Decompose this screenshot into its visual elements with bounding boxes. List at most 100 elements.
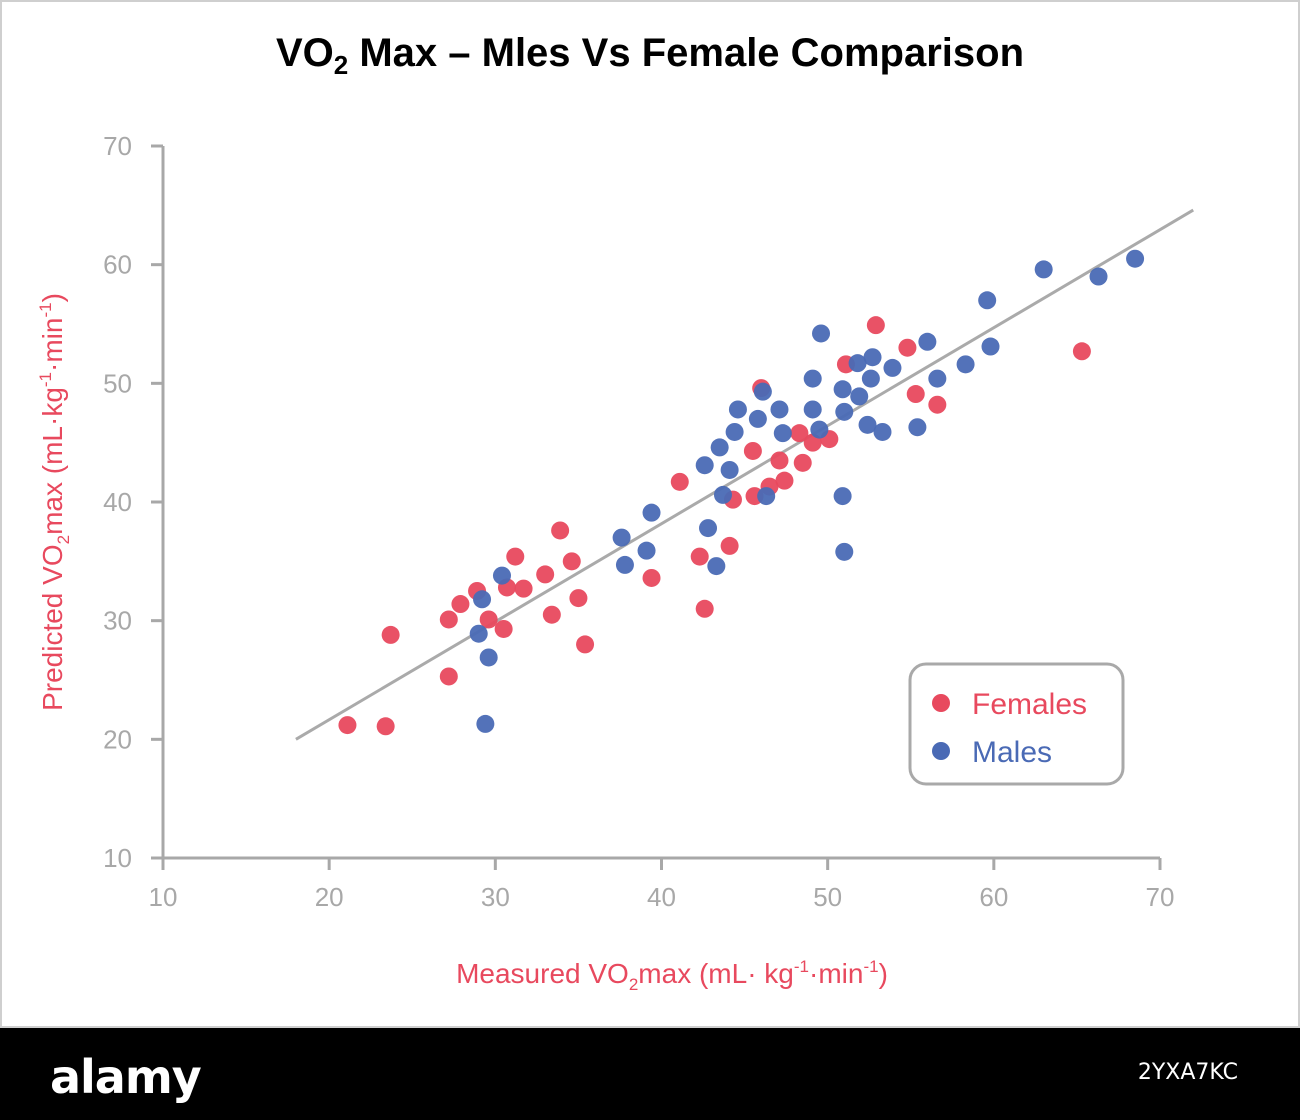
males-point bbox=[479, 648, 498, 667]
males-point bbox=[883, 358, 902, 377]
females-point bbox=[576, 635, 595, 654]
males-point bbox=[928, 369, 947, 388]
x-tick-label: 50 bbox=[813, 882, 842, 912]
males-point bbox=[835, 542, 854, 561]
x-tick-label: 70 bbox=[1146, 882, 1175, 912]
y-axis-label-part: -1 bbox=[36, 372, 55, 387]
y-axis-label-part: max (mL·kg bbox=[37, 387, 68, 535]
females-point bbox=[793, 453, 812, 472]
males-point bbox=[699, 519, 718, 538]
females-point bbox=[536, 565, 555, 584]
males-point bbox=[637, 541, 656, 560]
alamy-logo: alamy bbox=[50, 1050, 202, 1104]
males-point bbox=[803, 369, 822, 388]
females-point bbox=[906, 385, 925, 404]
x-axis-label-part: ) bbox=[879, 958, 888, 989]
males-point bbox=[812, 324, 831, 343]
females-point bbox=[338, 716, 357, 735]
males-point bbox=[707, 557, 726, 576]
females-point bbox=[790, 424, 809, 443]
males-point bbox=[978, 291, 997, 310]
x-axis-label: Measured VO2max (mL· kg-1·min-1) bbox=[456, 957, 888, 994]
males-point bbox=[710, 438, 729, 457]
males-point bbox=[728, 400, 747, 419]
chart-frame: VO2 Max – Mles Vs Female Comparison 10 20… bbox=[0, 0, 1300, 1028]
males-point bbox=[858, 415, 877, 434]
legend-males-label: Males bbox=[972, 736, 1052, 769]
y-tick-label: 30 bbox=[103, 606, 132, 636]
scatter-chart: VO2 Max – Mles Vs Female Comparison 1020… bbox=[0, 0, 1300, 1028]
x-axis-label-part: ·min bbox=[809, 958, 863, 989]
males-point bbox=[833, 487, 852, 506]
x-axis-label-part: max (mL· kg bbox=[638, 958, 794, 989]
males-point bbox=[1089, 267, 1108, 286]
males-point bbox=[773, 424, 792, 443]
males-point bbox=[612, 528, 631, 547]
y-axis-label-part: -1 bbox=[36, 302, 55, 317]
y-axis-label-part: ·min bbox=[37, 318, 68, 372]
females-point bbox=[695, 599, 714, 618]
y-axis-label: Predicted VO2max (mL·kg-1·min-1) bbox=[36, 293, 73, 711]
males-point bbox=[1126, 249, 1145, 268]
chart-title: VO2 Max – Mles Vs Female Comparison bbox=[276, 31, 1024, 80]
males-point bbox=[725, 422, 744, 441]
females-point bbox=[506, 547, 525, 566]
x-tick-label: 40 bbox=[647, 882, 676, 912]
legend-males-marker bbox=[932, 742, 950, 760]
females-point bbox=[770, 451, 789, 470]
males-point bbox=[469, 624, 488, 643]
females-point bbox=[494, 619, 513, 638]
males-point bbox=[803, 400, 822, 419]
females-point bbox=[439, 667, 458, 686]
y-axis-label-part: 2 bbox=[54, 535, 73, 544]
males-point bbox=[713, 485, 732, 504]
males-point bbox=[908, 418, 927, 437]
x-tick-label: 30 bbox=[481, 882, 510, 912]
x-tick-label: 20 bbox=[315, 882, 344, 912]
x-tick-label: 10 bbox=[149, 882, 178, 912]
females-point bbox=[569, 589, 588, 608]
y-tick-label: 70 bbox=[103, 131, 132, 161]
chart-title-part: 2 bbox=[334, 50, 348, 80]
males-point bbox=[615, 555, 634, 574]
y-tick-label: 20 bbox=[103, 724, 132, 754]
males-point bbox=[695, 456, 714, 475]
females-point bbox=[376, 717, 395, 736]
males-point bbox=[850, 387, 869, 406]
females-point bbox=[542, 605, 561, 624]
females-point bbox=[690, 547, 709, 566]
females-point bbox=[775, 471, 794, 490]
y-axis-label-part: Predicted VO bbox=[37, 544, 68, 711]
females-point bbox=[1072, 342, 1091, 361]
males-point bbox=[476, 714, 495, 733]
males-point bbox=[835, 402, 854, 421]
males-point bbox=[833, 380, 852, 399]
y-tick-label: 10 bbox=[103, 843, 132, 873]
x-axis-label-part: Measured VO bbox=[456, 958, 629, 989]
image-id: 2YXA7KC bbox=[1137, 1060, 1238, 1085]
males-point bbox=[1034, 260, 1053, 279]
males-point bbox=[748, 409, 767, 428]
chart-title-part: Max – Mles Vs Female Comparison bbox=[348, 31, 1024, 75]
y-axis-label-part: ) bbox=[37, 293, 68, 302]
females-point bbox=[642, 568, 661, 587]
x-tick-label: 60 bbox=[979, 882, 1008, 912]
y-tick-label: 40 bbox=[103, 487, 132, 517]
males-point bbox=[753, 382, 772, 401]
trend-line bbox=[295, 208, 1194, 741]
females-point bbox=[551, 521, 570, 540]
females-point bbox=[439, 610, 458, 629]
males-point bbox=[873, 422, 892, 441]
chart-title-part: VO bbox=[276, 31, 334, 75]
females-point bbox=[670, 472, 689, 491]
females-point bbox=[866, 316, 885, 335]
females-point bbox=[381, 625, 400, 644]
females-point bbox=[562, 552, 581, 571]
males-point bbox=[861, 369, 880, 388]
males-point bbox=[863, 348, 882, 367]
males-point bbox=[770, 400, 789, 419]
females-point bbox=[479, 610, 498, 629]
males-point bbox=[757, 487, 776, 506]
females-point bbox=[720, 536, 739, 555]
females-point bbox=[743, 441, 762, 460]
